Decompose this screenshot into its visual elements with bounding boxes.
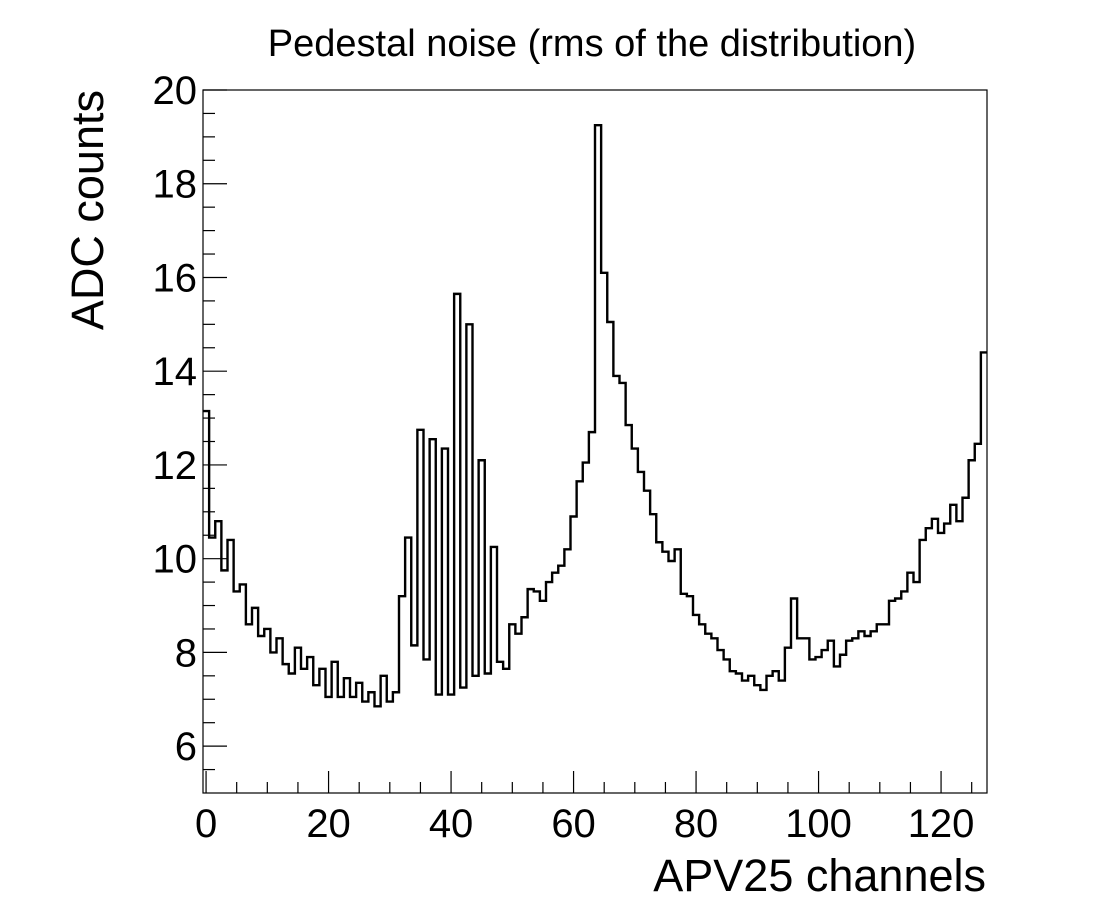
plot-frame [202,89,988,794]
y-tick-label: 20 [153,69,198,113]
y-tick-label: 18 [153,163,198,207]
x-tick-label: 20 [306,802,351,846]
y-tick-label: 10 [153,538,198,582]
y-tick-label: 8 [175,631,197,675]
x-tick-label: 40 [429,802,474,846]
x-axis-label: APV25 channels [653,850,986,901]
tick-labels: 0 20 40 60 80 100 120 6 8 10 12 14 16 18 20 [153,69,975,846]
y-tick-label: 16 [153,256,198,300]
y-axis-label: ADC counts [62,90,113,330]
y-tick-label: 6 [175,725,197,769]
chart-title: Pedestal noise (rms of the distribution) [268,23,916,65]
x-tick-label: 60 [551,802,596,846]
axis-ticks [203,89,973,793]
histogram-series-line [203,123,987,708]
x-tick-label: 0 [195,802,217,846]
y-tick-label: 14 [153,350,198,394]
x-tick-label: 80 [674,802,719,846]
x-tick-label: 120 [908,802,975,846]
y-tick-label: 12 [153,444,198,488]
x-tick-label: 100 [785,802,852,846]
